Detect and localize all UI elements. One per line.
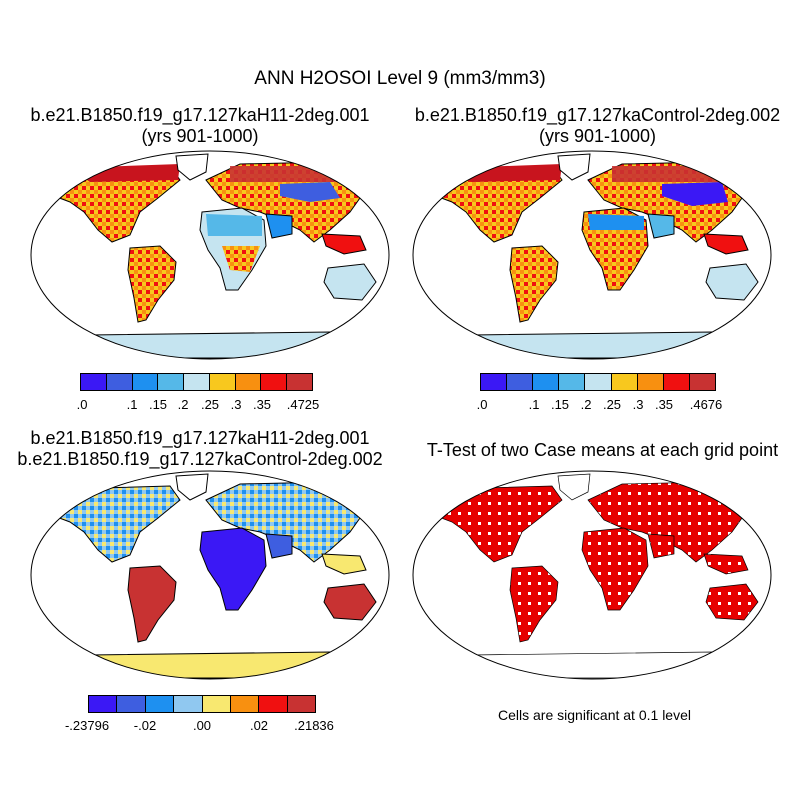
colorbar-swatch xyxy=(117,696,146,712)
colorbar-tick: -.23796 xyxy=(64,718,110,733)
colorbar-swatch xyxy=(184,374,210,390)
significant-cells xyxy=(433,473,763,679)
colorbar-swatch xyxy=(235,374,262,390)
colorbar-tick: .0 xyxy=(476,397,488,412)
colorbar-tick: .25 xyxy=(200,397,220,412)
colorbar-tick: .4725 xyxy=(286,397,320,412)
case-name: b.e21.B1850.f19_g17.127kaH11-2deg.001 xyxy=(30,105,370,125)
years-label: (yrs 901-1000) xyxy=(141,126,259,146)
land-fields xyxy=(51,473,381,679)
colorbar-tick: .1 xyxy=(528,397,540,412)
land-fields xyxy=(51,153,381,359)
colorbar-tick: .3 xyxy=(230,397,242,412)
colorbar-swatch xyxy=(507,374,534,390)
case-name: b.e21.B1850.f19_g17.127kaControl-2deg.00… xyxy=(414,105,781,125)
panel-title-h11: b.e21.B1850.f19_g17.127kaH11-2deg.001 (y… xyxy=(0,105,400,147)
colorbar-tick: .25 xyxy=(602,397,622,412)
colorbar-tick: .4676 xyxy=(689,397,723,412)
colorbar-swatch xyxy=(585,374,612,390)
colorbar-tick: .00 xyxy=(192,718,212,733)
colorbar-swatch xyxy=(481,374,508,390)
colorbar-swatch xyxy=(287,374,313,390)
main-title: ANN H2OSOI Level 9 (mm3/mm3) xyxy=(254,68,546,89)
colorbar-tick: .1 xyxy=(126,397,138,412)
colorbar-swatch xyxy=(174,696,203,712)
colorbar-tick: .0 xyxy=(76,397,88,412)
years-label: (yrs 901-1000) xyxy=(538,126,657,146)
case-a-name: b.e21.B1850.f19_g17.127kaH11-2deg.001 xyxy=(30,428,370,448)
panel-title-control: b.e21.B1850.f19_g17.127kaControl-2deg.00… xyxy=(395,105,800,147)
map-control xyxy=(412,150,772,360)
case-b-name: b.e21.B1850.f19_g17.127kaControl-2deg.00… xyxy=(17,449,383,469)
map-ttest xyxy=(412,470,772,680)
colorbar-swatch xyxy=(287,696,315,712)
map-h11 xyxy=(30,150,390,360)
colorbar-swatch xyxy=(637,374,664,390)
colorbar-swatch xyxy=(158,374,185,390)
colorbar-swatch xyxy=(81,374,107,390)
colorbar-swatch xyxy=(132,374,159,390)
colorbar-swatch xyxy=(202,696,231,712)
colorbar-tick: .21836 xyxy=(294,718,334,733)
colorbar-swatch xyxy=(689,374,715,390)
colorbar-swatch xyxy=(230,696,260,712)
significance-note: Cells are significant at 0.1 level xyxy=(498,707,691,723)
colorbar-swatch xyxy=(559,374,586,390)
colorbar-swatch xyxy=(145,696,175,712)
colorbar-tick: .35 xyxy=(654,397,674,412)
colorbar-tick: .3 xyxy=(632,397,644,412)
colorbar-swatch xyxy=(209,374,236,390)
colorbar-swatch xyxy=(663,374,690,390)
colorbar-tick: .15 xyxy=(148,397,168,412)
land-fields xyxy=(433,153,763,359)
map-difference xyxy=(30,470,390,680)
colorbar-tick: .35 xyxy=(252,397,272,412)
colorbar-difference xyxy=(88,695,316,713)
colorbar-swatch xyxy=(611,374,638,390)
colorbar-swatch xyxy=(261,374,288,390)
colorbar-h11 xyxy=(80,373,313,391)
colorbar-swatch xyxy=(533,374,560,390)
colorbar-tick: .2 xyxy=(580,397,592,412)
colorbar-swatch xyxy=(89,696,118,712)
colorbar-control xyxy=(480,373,716,391)
colorbar-tick: -.02 xyxy=(133,718,157,733)
panel-title-difference: b.e21.B1850.f19_g17.127kaH11-2deg.001 b.… xyxy=(0,428,400,470)
panel-title-ttest: T-Test of two Case means at each grid po… xyxy=(426,440,779,460)
colorbar-tick: .2 xyxy=(177,397,189,412)
colorbar-swatch xyxy=(259,696,288,712)
colorbar-tick: .15 xyxy=(550,397,570,412)
colorbar-tick: .02 xyxy=(249,718,269,733)
colorbar-swatch xyxy=(106,374,133,390)
